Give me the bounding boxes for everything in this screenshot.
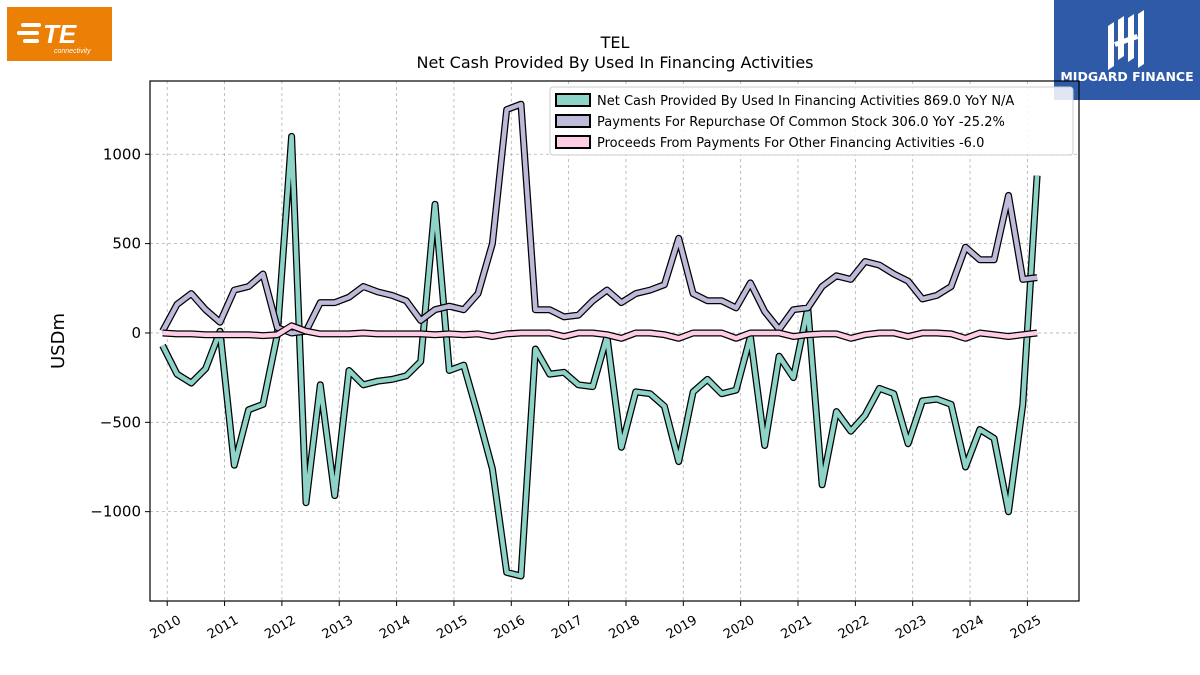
x-tick-label: 2024 xyxy=(951,613,987,643)
x-tick-label: 2025 xyxy=(1008,613,1044,643)
y-tick-label: 1000 xyxy=(103,145,141,163)
te-logo-subtext: connectivity xyxy=(54,48,91,55)
legend-swatch xyxy=(555,93,591,107)
y-tick-label: −1000 xyxy=(90,503,141,521)
x-tick-label: 2011 xyxy=(205,613,241,643)
series-line-1 xyxy=(160,101,1038,336)
x-axis: 2010 2011 2012 2013 2014 2015 2016 2017 2018 2019… xyxy=(148,601,1044,642)
logo-stripe xyxy=(17,31,39,35)
legend: Net Cash Provided By Used In Financing A… xyxy=(549,86,1074,156)
y-tick-label: 500 xyxy=(112,235,141,253)
y-tick-label: −500 xyxy=(100,413,141,431)
x-tick-label: 2016 xyxy=(492,613,528,643)
legend-label: Net Cash Provided By Used In Financing A… xyxy=(597,94,1014,109)
logo-stripe xyxy=(21,23,41,27)
midgard-emblem xyxy=(1108,10,1144,70)
legend-box xyxy=(549,86,1074,156)
logo-stripe xyxy=(23,39,39,43)
te-connectivity-logo: TE connectivity xyxy=(7,7,112,61)
midgard-logo-text: MIDGARD FINANCE xyxy=(1060,69,1193,84)
te-logo-text: TE xyxy=(43,19,77,49)
x-tick-label: 2012 xyxy=(262,613,298,643)
chart-title: TEL xyxy=(600,33,630,52)
legend-swatch xyxy=(555,114,591,128)
series-line-0 xyxy=(160,134,1040,579)
x-tick-label: 2019 xyxy=(664,613,700,643)
x-tick-label: 2015 xyxy=(434,613,470,643)
x-tick-label: 2018 xyxy=(606,613,642,643)
x-tick-label: 2020 xyxy=(721,613,757,643)
x-tick-label: 2014 xyxy=(377,613,413,643)
x-tick-label: 2023 xyxy=(893,613,929,643)
chart-subtitle: Net Cash Provided By Used In Financing A… xyxy=(416,53,813,72)
x-tick-label: 2022 xyxy=(836,613,872,643)
legend-label: Proceeds From Payments For Other Financi… xyxy=(597,136,984,151)
plot-frame xyxy=(149,80,1080,602)
x-tick-label: 2017 xyxy=(549,613,585,643)
legend-label: Payments For Repurchase Of Common Stock … xyxy=(597,115,1005,130)
x-tick-label: 2021 xyxy=(779,613,815,643)
y-axis: −1000 −500 0 500 1000 xyxy=(90,145,150,521)
y-tick-label: 0 xyxy=(131,324,141,342)
legend-swatch xyxy=(555,135,591,149)
x-tick-label: 2013 xyxy=(320,613,356,643)
series-layer xyxy=(159,100,1041,580)
series-line-2 xyxy=(162,323,1038,341)
y-axis-label: USDm xyxy=(48,313,69,369)
midgard-finance-logo: MIDGARD FINANCE xyxy=(1054,0,1200,100)
x-tick-label: 2010 xyxy=(148,613,184,643)
